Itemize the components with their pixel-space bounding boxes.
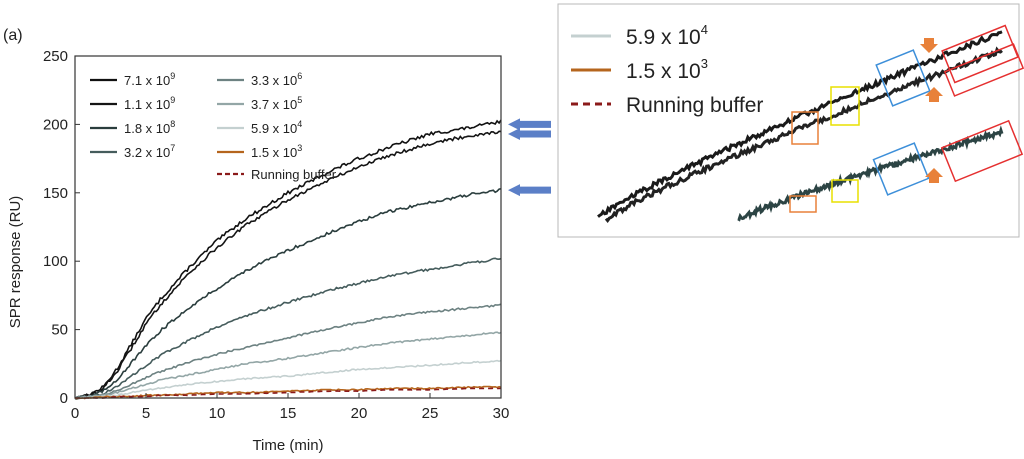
legend-label-1-5-x-10-3: 1.5 x 103 (251, 143, 302, 160)
x-tick-label: 20 (351, 405, 368, 422)
x-axis-title: Time (min) (252, 437, 323, 454)
main-chart: SPR response (RU) Time (min) 0 5 10 15 20 25 3… (7, 48, 509, 454)
legend-label-7-1-x-10-9: 7.1 x 109 (124, 71, 175, 88)
blue-box-bottom (872, 142, 930, 196)
series-line-3-3-x-10-6 (74, 303, 502, 399)
up-arrow-marker (925, 87, 943, 102)
legend-label-1-8-x-10-8: 1.8 x 108 (124, 119, 175, 136)
series-line-1-1-x-10-9 (74, 130, 502, 400)
callout-arrow (508, 184, 551, 197)
legend-label-running-buffer: Running buffer (251, 167, 337, 182)
inset-trace-1.1e9 (604, 46, 1003, 224)
inset-traces (597, 30, 1004, 224)
orange-box-top (791, 111, 819, 145)
inset-trace-7.1e9 (597, 30, 1003, 218)
y-tick-label: 0 (60, 390, 68, 407)
x-tick-label: 15 (280, 405, 297, 422)
red-box-top-1 (941, 24, 1019, 84)
series-line-3-7-x-10-5 (74, 331, 502, 399)
y-axis-title: SPR response (RU) (7, 196, 24, 329)
red-box-bottom (940, 119, 1024, 183)
legend-label-5-9-x-10-4: 5.9 x 104 (251, 119, 302, 136)
inset-legend-label-5-9-x-10-4: 5.9 x 104 (626, 22, 708, 49)
inset-trace-1.8e8 (737, 125, 1004, 222)
x-tick-label: 5 (142, 405, 150, 422)
yellow-box-bottom (831, 179, 859, 203)
series-line-5-9-x-10-4 (74, 359, 502, 400)
x-tick-label: 25 (422, 405, 439, 422)
callout-arrows (508, 118, 551, 197)
callout-arrow (508, 118, 551, 131)
inset-legend-label-running-buffer: Running buffer (626, 94, 763, 117)
orange-box-bottom (789, 195, 817, 213)
inset-highlight-boxes (789, 24, 1024, 213)
down-arrow-marker (920, 38, 938, 53)
red-box-top-2 (943, 43, 1024, 97)
x-tick-label: 0 (71, 405, 79, 422)
callout-arrow (508, 128, 551, 140)
series-layer (74, 119, 502, 400)
panel-label: (a) (3, 27, 23, 44)
up-arrow-marker (925, 168, 943, 183)
y-tick-label: 50 (51, 322, 68, 339)
series-line-running-buffer (74, 387, 502, 399)
legend-label-3-7-x-10-5: 3.7 x 105 (251, 95, 302, 112)
y-tick-label: 200 (43, 116, 68, 133)
inset-legend-label-1-5-x-10-3: 1.5 x 103 (626, 56, 708, 83)
series-line-1-8-x-10-8 (74, 188, 502, 400)
series-line-7-1-x-10-9 (74, 119, 502, 400)
y-tick-label: 250 (43, 48, 68, 65)
ticks-layer: 0 5 10 15 20 25 30 0 50 100 150 200 250 (43, 48, 509, 422)
legend-label-3-3-x-10-6: 3.3 x 106 (251, 71, 302, 88)
legend: 7.1 x 109 1.1 x 109 1.8 x 108 3.2 x 107 3.3 … (90, 71, 337, 182)
series-line-3-2-x-10-7 (74, 257, 502, 399)
zoom-inset: 5.9 x 104 1.5 x 103 Running buffer (557, 3, 1024, 238)
y-tick-label: 100 (43, 253, 68, 270)
inset-legend: 5.9 x 104 1.5 x 103 Running buffer (571, 22, 763, 117)
legend-label-1-1-x-10-9: 1.1 x 109 (124, 95, 175, 112)
legend-label-3-2-x-10-7: 3.2 x 107 (124, 143, 175, 160)
y-tick-label: 150 (43, 185, 68, 202)
x-tick-label: 10 (209, 405, 226, 422)
yellow-box-top (830, 86, 860, 126)
x-tick-label: 30 (493, 405, 510, 422)
blue-box-top (875, 49, 931, 107)
